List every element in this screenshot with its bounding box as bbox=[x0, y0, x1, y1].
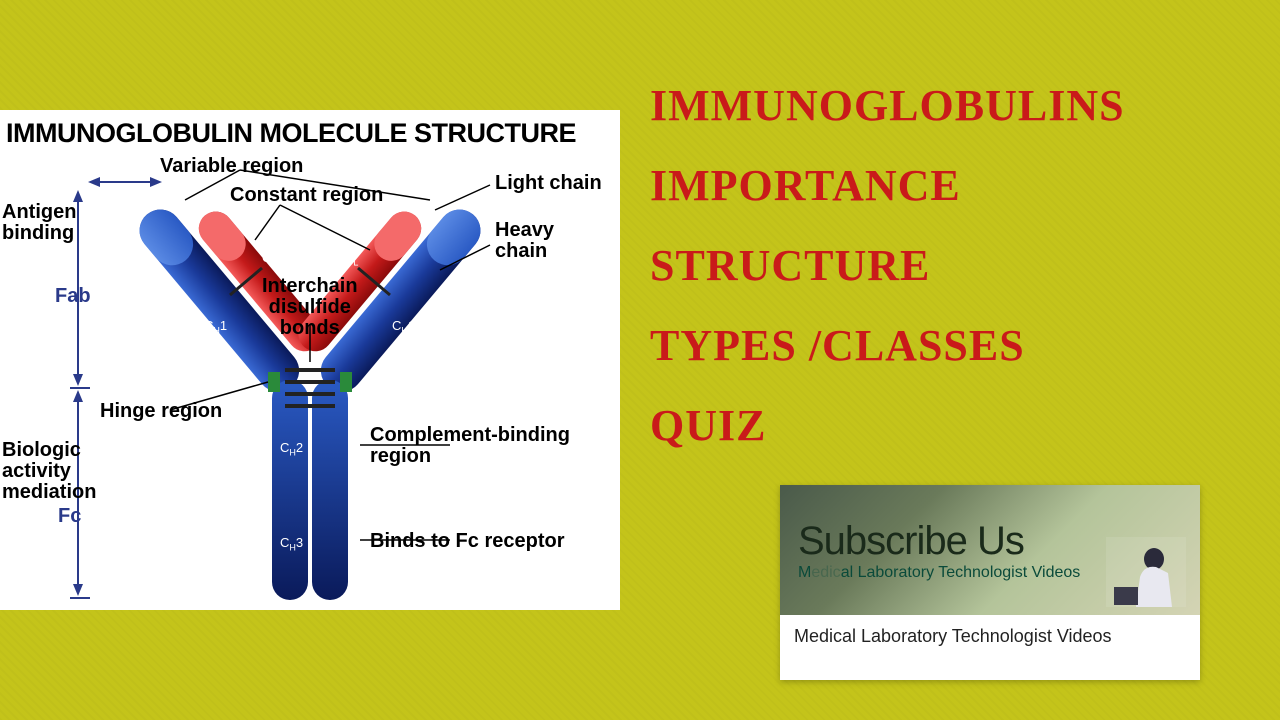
side-line-5: QUIZ bbox=[650, 400, 766, 451]
label-biologic: Biologicactivitymediation bbox=[2, 440, 96, 503]
label-binds-fc: Binds to Fc receptor bbox=[370, 530, 564, 553]
side-line-1: IMMUNOGLOBULINS bbox=[650, 80, 1125, 131]
side-line-3: STRUCTURE bbox=[650, 240, 930, 291]
subscribe-card[interactable]: Subscribe Us Medical Laboratory Technolo… bbox=[780, 485, 1200, 680]
label-ch3: CH3 bbox=[280, 535, 303, 553]
label-fab: Fab bbox=[55, 285, 91, 308]
label-constant-region: Constant region bbox=[230, 185, 383, 206]
label-ch1-right: CH1 bbox=[392, 318, 415, 336]
subscribe-card-banner: Subscribe Us Medical Laboratory Technolo… bbox=[780, 485, 1200, 615]
side-line-2: IMPORTANCE bbox=[650, 160, 961, 211]
lab-person-icon bbox=[1106, 537, 1186, 607]
label-cl-left: CL bbox=[262, 250, 276, 268]
label-heavy-chain: Heavychain bbox=[495, 220, 554, 262]
label-light-chain: Light chain bbox=[495, 172, 602, 195]
label-ch1-left: CH1 bbox=[204, 318, 227, 336]
label-interchain: Interchaindisulfidebonds bbox=[262, 276, 358, 339]
label-ch2: CH2 bbox=[280, 440, 303, 458]
label-antigen-binding: Antigenbinding bbox=[2, 202, 76, 244]
label-variable-region: Variable region bbox=[160, 155, 303, 178]
subscribe-caption: Medical Laboratory Technologist Videos bbox=[780, 615, 1200, 658]
label-hinge: Hinge region bbox=[100, 400, 222, 423]
label-complement: Complement-bindingregion bbox=[370, 425, 570, 467]
label-cl-right: CL bbox=[344, 250, 358, 268]
side-line-4: TYPES /CLASSES bbox=[650, 320, 1025, 371]
label-fc: Fc bbox=[58, 505, 81, 528]
diagram-panel: IMMUNOGLOBULIN MOLECULE STRUCTURE bbox=[0, 110, 620, 610]
